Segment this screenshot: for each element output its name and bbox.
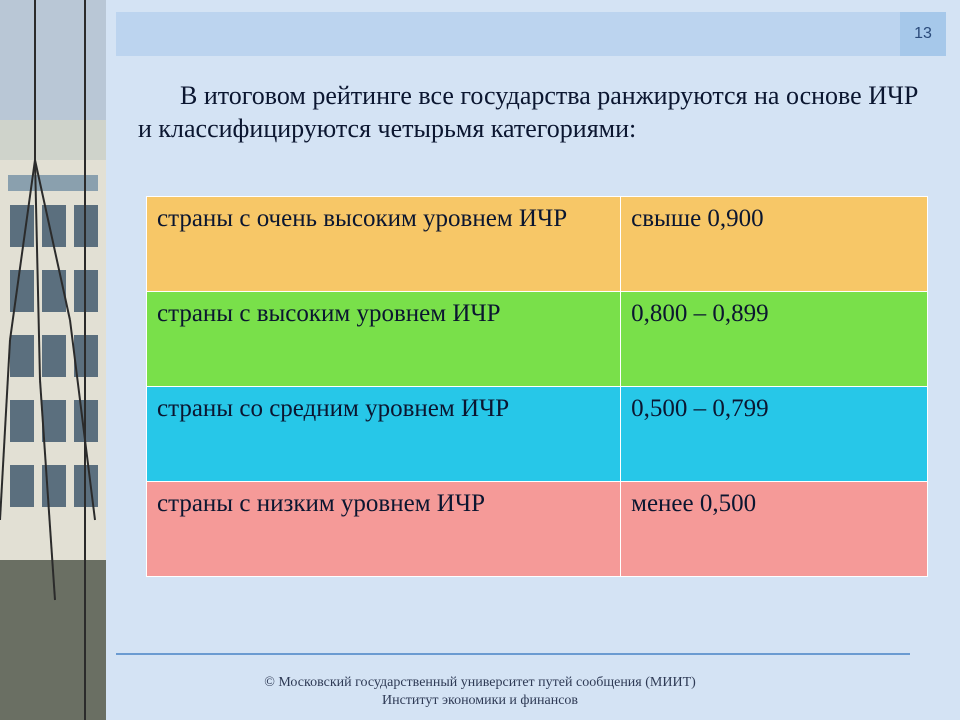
footer: © Московский государственный университет… [0,674,960,709]
header-bar [116,12,910,56]
building-photo-placeholder [0,0,106,720]
table-row: страны с высоким уровнем ИЧР0,800 – 0,89… [147,292,928,387]
range-cell: менее 0,500 [621,482,928,577]
table-row: страны с очень высоким уровнем ИЧРсвыше … [147,197,928,292]
hdi-categories-table: страны с очень высоким уровнем ИЧРсвыше … [146,196,928,577]
range-cell: 0,500 – 0,799 [621,387,928,482]
range-cell: 0,800 – 0,899 [621,292,928,387]
slide: 13 В итоговом рейтинге все государства р… [0,0,960,720]
category-cell: страны с высоким уровнем ИЧР [147,292,621,387]
table-row: страны со средним уровнем ИЧР0,500 – 0,7… [147,387,928,482]
range-cell: свыше 0,900 [621,197,928,292]
page-number-badge: 13 [900,12,946,56]
footer-line-1: © Московский государственный университет… [264,675,696,690]
footer-line-2: Институт экономики и финансов [382,693,578,708]
intro-text: В итоговом рейтинге все государства ранж… [138,81,918,143]
category-cell: страны с очень высоким уровнем ИЧР [147,197,621,292]
page-number: 13 [914,25,932,43]
footer-divider [116,653,910,655]
intro-paragraph: В итоговом рейтинге все государства ранж… [138,80,930,145]
category-cell: страны со средним уровнем ИЧР [147,387,621,482]
category-cell: страны с низким уровнем ИЧР [147,482,621,577]
table-row: страны с низким уровнем ИЧРменее 0,500 [147,482,928,577]
left-photo-strip [0,0,106,720]
